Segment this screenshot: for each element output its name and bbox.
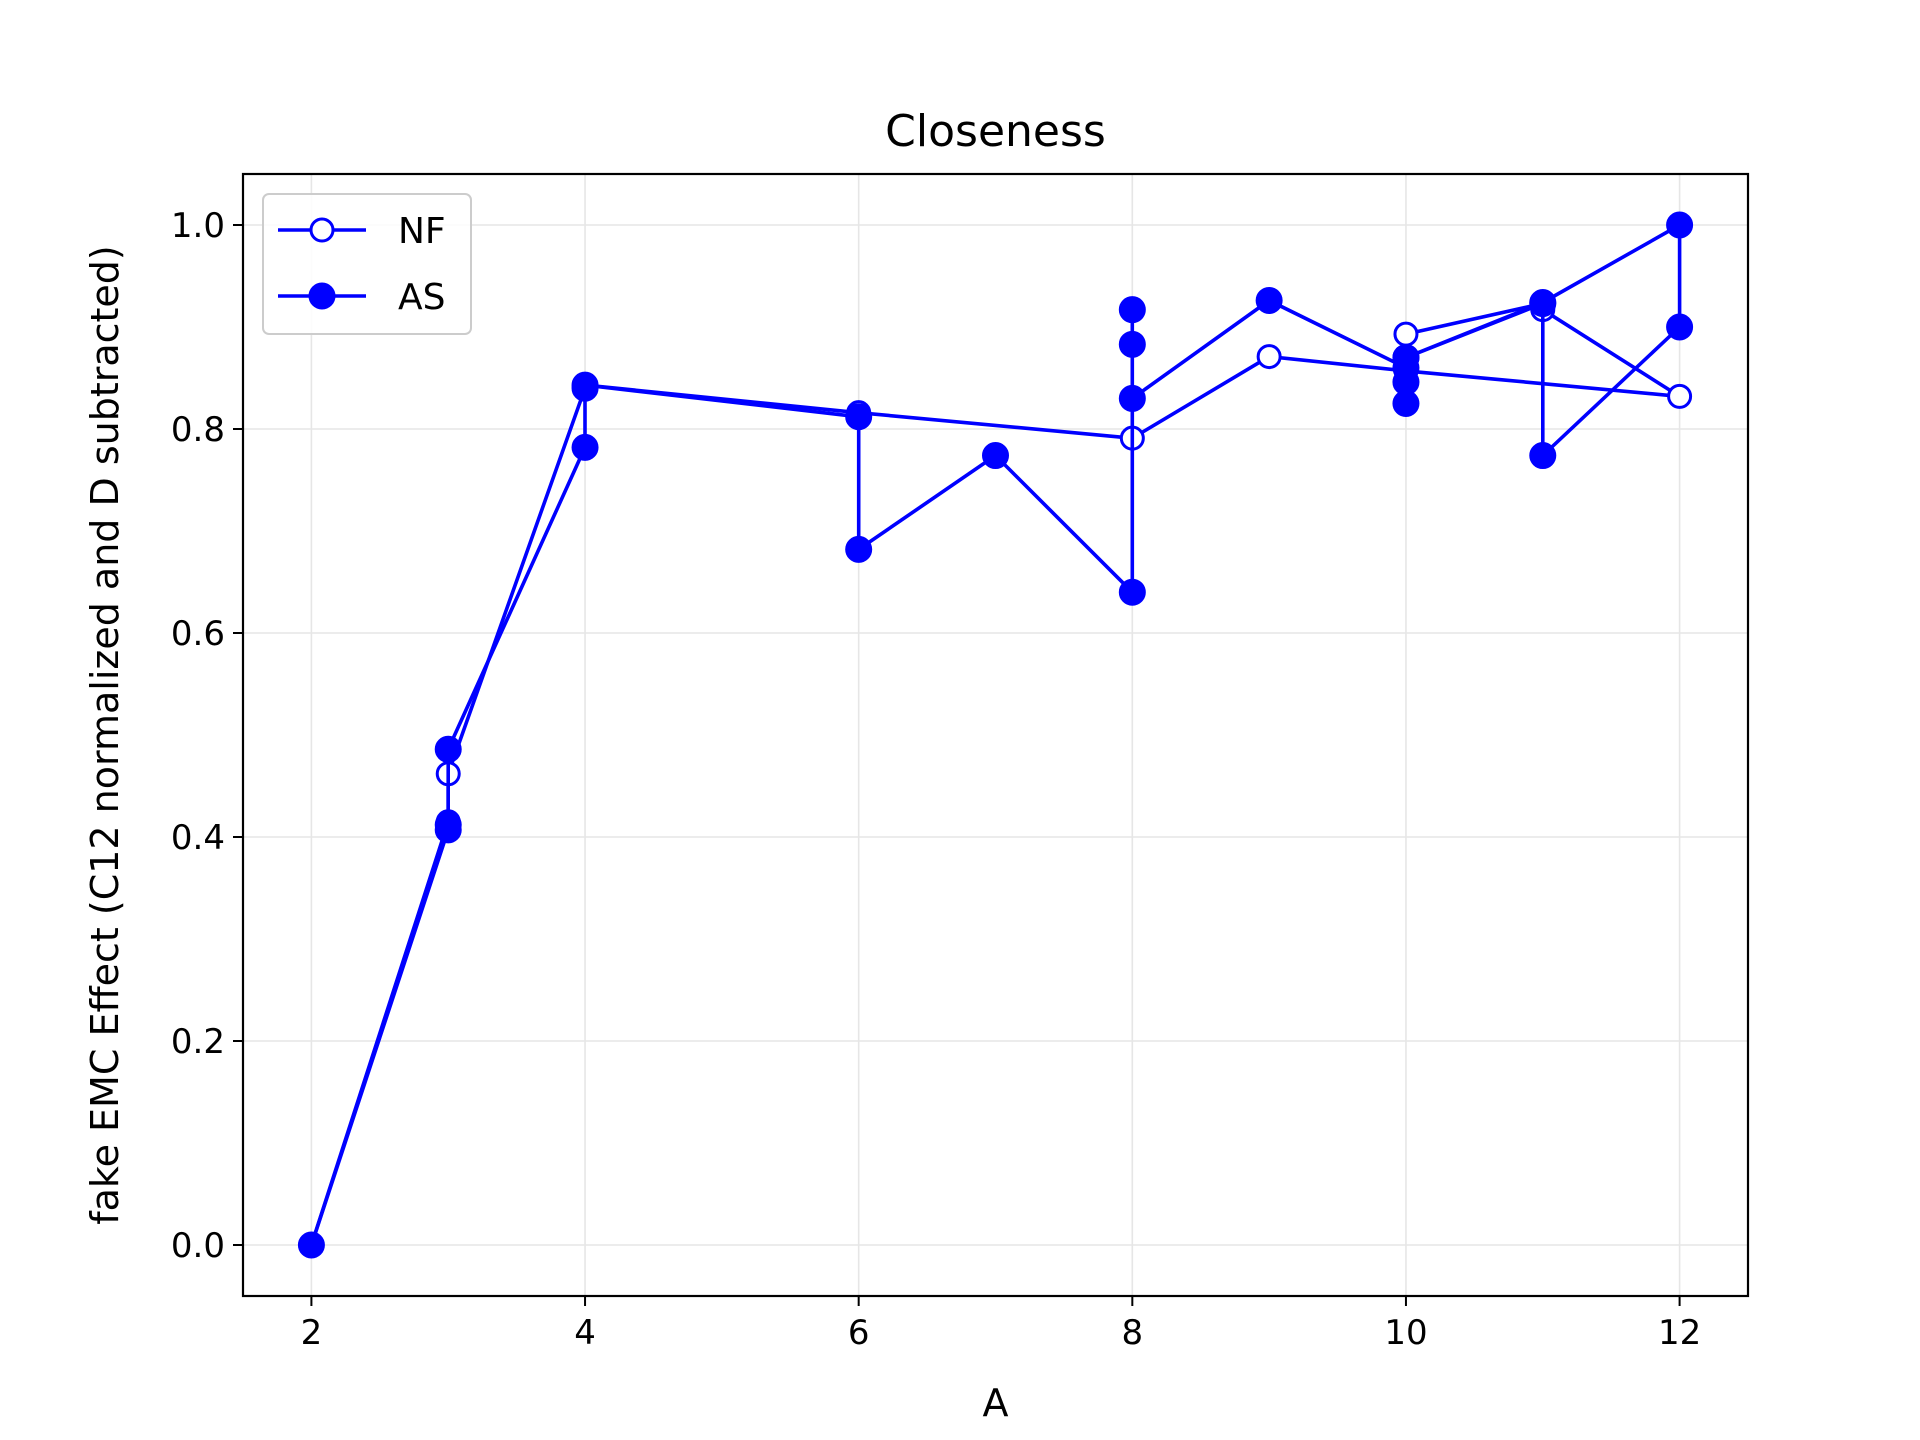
y-tick-label: 0.2 — [171, 1022, 225, 1062]
chart-title: Closeness — [885, 106, 1106, 157]
data-point-AS — [982, 442, 1009, 470]
data-point-NF — [1256, 344, 1282, 370]
data-point-NF — [1393, 321, 1419, 347]
x-tick-label: 8 — [1121, 1313, 1143, 1353]
x-tick-label: 4 — [574, 1313, 596, 1353]
series-AS — [297, 211, 1694, 1259]
data-point-AS — [434, 811, 462, 839]
legend: NF AS — [262, 193, 472, 335]
data-point-AS — [1529, 442, 1557, 470]
data-point-AS — [1666, 211, 1694, 239]
legend-label-NF: NF — [398, 211, 446, 252]
data-point-AS — [297, 1231, 325, 1259]
y-tick-label: 0.4 — [171, 818, 225, 858]
y-tick-label: 0.8 — [171, 410, 225, 450]
y-tick-label: 1.0 — [171, 206, 225, 246]
data-point-AS — [1666, 313, 1694, 341]
data-point-AS — [434, 735, 462, 763]
y-tick-label: 0.6 — [171, 614, 225, 654]
data-point-AS — [1118, 330, 1146, 358]
series-layer — [297, 211, 1694, 1259]
data-point-AS — [1392, 344, 1420, 372]
data-point-AS — [1529, 289, 1557, 317]
x-tick-label: 12 — [1658, 1313, 1701, 1353]
x-tick-label: 2 — [301, 1313, 323, 1353]
y-axis-label: fake EMC Effect (C12 normalized and D su… — [83, 245, 127, 1224]
axis-ticks: 2 4 6 8 10 12 0.0 0.2 0.4 0.6 0.8 1.0 — [171, 206, 1701, 1353]
x-tick-label: 10 — [1384, 1313, 1427, 1353]
data-point-NF — [1667, 383, 1693, 409]
legend-label-AS: AS — [398, 277, 445, 318]
x-tick-label: 6 — [848, 1313, 870, 1353]
y-tick-label: 0.0 — [171, 1226, 225, 1266]
plot-frame — [241, 172, 1750, 1298]
grid-lines — [243, 174, 1748, 1296]
data-point-AS — [1255, 286, 1283, 314]
legend-marker-NF — [309, 217, 335, 243]
data-point-AS — [1118, 296, 1146, 324]
x-axis-label: A — [983, 1381, 1009, 1425]
legend-marker-AS — [308, 282, 336, 310]
data-point-AS — [1118, 578, 1146, 606]
data-point-AS — [571, 433, 599, 461]
data-point-AS — [1392, 390, 1420, 417]
data-point-AS — [1118, 384, 1146, 412]
data-point-AS — [845, 535, 873, 563]
data-point-AS — [845, 403, 873, 431]
data-point-AS — [571, 371, 599, 399]
